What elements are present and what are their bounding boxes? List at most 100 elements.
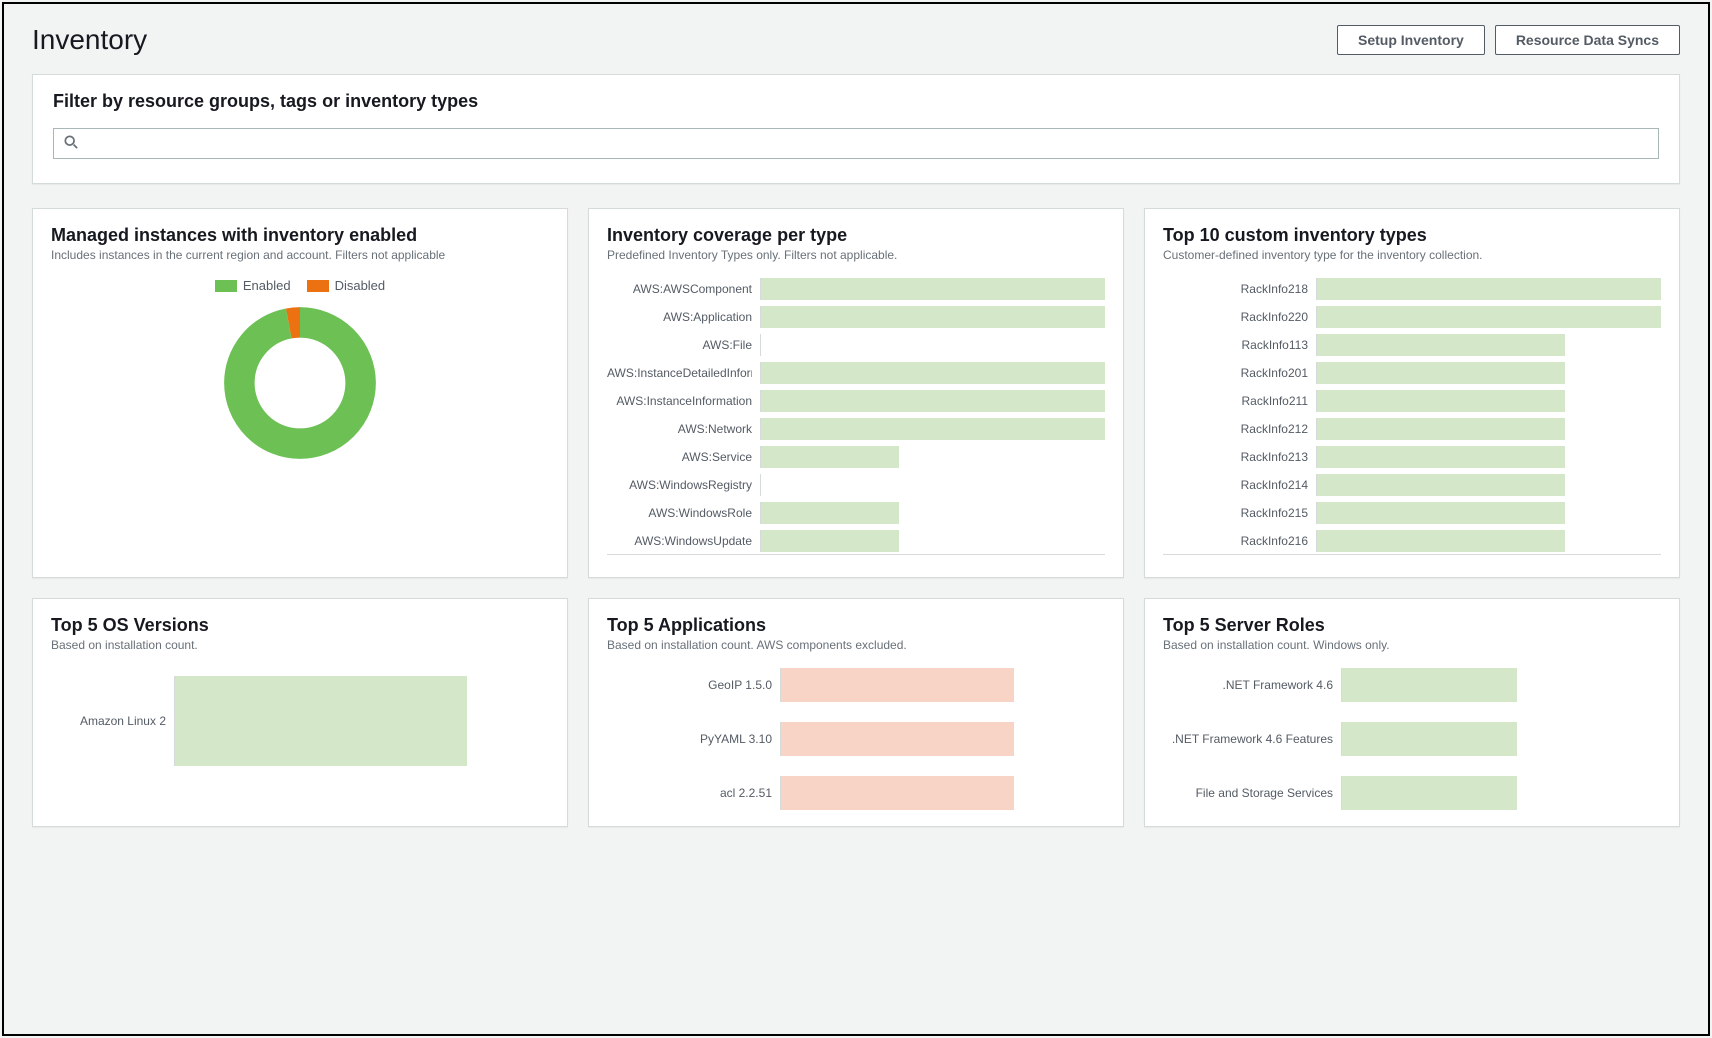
bar-row: AWS:AWSComponent — [607, 278, 1105, 300]
bar-row: AWS:InstanceInformation — [607, 390, 1105, 412]
bar-track — [780, 776, 1105, 810]
bar-label: RackInfo216 — [1163, 534, 1308, 548]
bar-track — [760, 306, 1105, 328]
bar-label: AWS:Application — [607, 310, 752, 324]
bar-row: AWS:WindowsRegistry — [607, 474, 1105, 496]
custom-barlist: RackInfo218 RackInfo220 RackInfo113 RackInf… — [1163, 278, 1661, 552]
bar-label: AWS:File — [607, 338, 752, 352]
resource-data-syncs-button[interactable]: Resource Data Syncs — [1495, 25, 1680, 55]
bar-label: AWS:InstanceInformation — [607, 394, 752, 408]
bar-fill — [761, 530, 899, 552]
legend-disabled-label: Disabled — [335, 278, 386, 293]
bar-row: RackInfo218 — [1163, 278, 1661, 300]
bar-track — [174, 676, 549, 766]
bar-label: .NET Framework 4.6 — [1163, 678, 1333, 692]
bar-row: RackInfo212 — [1163, 418, 1661, 440]
panel-subtitle: Predefined Inventory Types only. Filters… — [607, 248, 1105, 262]
bar-label: AWS:WindowsRegistry — [607, 478, 752, 492]
panel-top-roles: Top 5 Server Roles Based on installation… — [1144, 598, 1680, 827]
bar-label: RackInfo218 — [1163, 282, 1308, 296]
bar-fill — [1317, 306, 1661, 328]
legend-enabled-label: Enabled — [243, 278, 291, 293]
bar-track — [1341, 776, 1661, 810]
bar-label: RackInfo113 — [1163, 338, 1308, 352]
panel-top-custom: Top 10 custom inventory types Customer-d… — [1144, 208, 1680, 578]
bar-fill — [761, 502, 899, 524]
bar-track — [1316, 502, 1661, 524]
bar-label: RackInfo214 — [1163, 478, 1308, 492]
panel-subtitle: Based on installation count. — [51, 638, 549, 652]
bar-track — [1316, 334, 1661, 356]
bar-track — [1316, 278, 1661, 300]
legend-disabled: Disabled — [307, 278, 386, 293]
bar-label: GeoIP 1.5.0 — [607, 678, 772, 692]
roles-barlist: .NET Framework 4.6.NET Framework 4.6 Fea… — [1163, 668, 1661, 810]
bar-label: AWS:InstanceDetailedInformation — [607, 366, 752, 380]
search-box[interactable] — [53, 128, 1659, 159]
bar-track — [760, 390, 1105, 412]
bar-track — [780, 722, 1105, 756]
bar-row: RackInfo220 — [1163, 306, 1661, 328]
bar-fill — [1317, 362, 1565, 384]
apps-barlist: GeoIP 1.5.0PyYAML 3.10acl 2.2.51 — [607, 668, 1105, 810]
bar-fill — [1317, 474, 1565, 496]
bar-label: AWS:AWSComponent — [607, 282, 752, 296]
bar-fill — [1317, 418, 1565, 440]
bar-row: RackInfo214 — [1163, 474, 1661, 496]
bar-fill — [761, 390, 1105, 412]
search-input[interactable] — [86, 136, 1648, 152]
bar-fill — [175, 676, 467, 766]
panel-subtitle: Includes instances in the current region… — [51, 248, 549, 262]
bar-fill — [761, 418, 1105, 440]
bar-fill — [761, 278, 1105, 300]
legend-swatch-enabled — [215, 280, 237, 292]
bar-fill — [1342, 776, 1517, 810]
bar-row: .NET Framework 4.6 — [1163, 668, 1661, 702]
page-header: Inventory Setup Inventory Resource Data … — [32, 24, 1680, 56]
bar-track — [760, 278, 1105, 300]
panel-title: Top 5 Applications — [607, 615, 1105, 636]
bar-fill — [1342, 722, 1517, 756]
bar-track — [760, 418, 1105, 440]
bar-label: RackInfo212 — [1163, 422, 1308, 436]
bar-fill — [1317, 334, 1565, 356]
bar-track — [760, 530, 1105, 552]
bar-label: RackInfo220 — [1163, 310, 1308, 324]
bar-label: RackInfo201 — [1163, 366, 1308, 380]
bar-row: RackInfo113 — [1163, 334, 1661, 356]
bar-row: AWS:Application — [607, 306, 1105, 328]
filter-title: Filter by resource groups, tags or inven… — [53, 91, 1659, 112]
setup-inventory-button[interactable]: Setup Inventory — [1337, 25, 1485, 55]
bar-fill — [1317, 446, 1565, 468]
bar-row: AWS:WindowsRole — [607, 502, 1105, 524]
panel-managed-instances: Managed instances with inventory enabled… — [32, 208, 568, 578]
bar-track — [1316, 390, 1661, 412]
bar-track — [1316, 306, 1661, 328]
bar-fill — [781, 776, 1014, 810]
bar-fill — [781, 668, 1014, 702]
bar-label: File and Storage Services — [1163, 786, 1333, 800]
bar-label: RackInfo211 — [1163, 394, 1308, 408]
os-barlist: Amazon Linux 2 — [51, 676, 549, 766]
bar-track — [760, 446, 1105, 468]
bar-row: GeoIP 1.5.0 — [607, 668, 1105, 702]
bar-fill — [1342, 668, 1517, 702]
donut-legend: Enabled Disabled — [51, 278, 549, 293]
bar-label: AWS:WindowsRole — [607, 506, 752, 520]
bar-label: RackInfo213 — [1163, 450, 1308, 464]
bar-row: RackInfo213 — [1163, 446, 1661, 468]
bar-label: RackInfo215 — [1163, 506, 1308, 520]
bar-fill — [1317, 502, 1565, 524]
legend-swatch-disabled — [307, 280, 329, 292]
bar-row: RackInfo201 — [1163, 362, 1661, 384]
bar-row: AWS:InstanceDetailedInformation — [607, 362, 1105, 384]
panel-subtitle: Based on installation count. Windows onl… — [1163, 638, 1661, 652]
bar-fill — [761, 362, 1105, 384]
header-actions: Setup Inventory Resource Data Syncs — [1337, 25, 1680, 55]
bar-row: AWS:File — [607, 334, 1105, 356]
bar-row: PyYAML 3.10 — [607, 722, 1105, 756]
bar-fill — [781, 722, 1014, 756]
bar-track — [1341, 722, 1661, 756]
bar-track — [760, 502, 1105, 524]
bar-fill — [1317, 390, 1565, 412]
